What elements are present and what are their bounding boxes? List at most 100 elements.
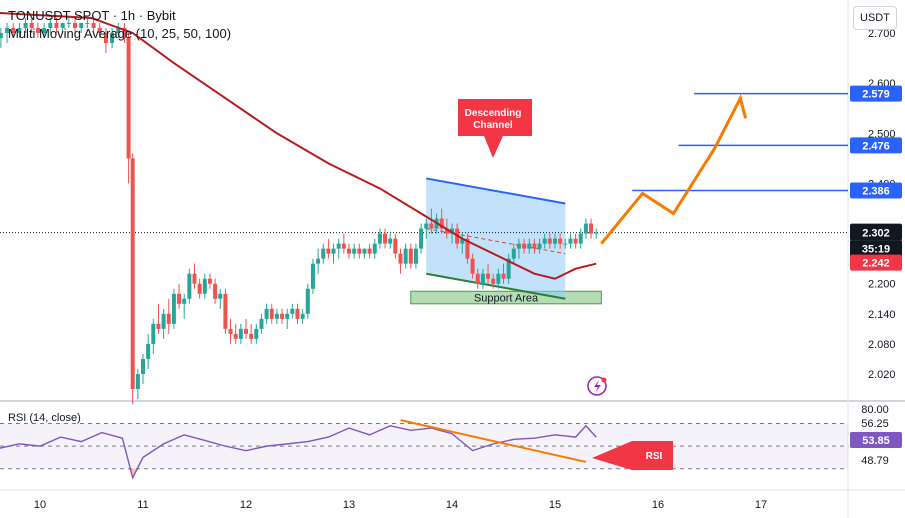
- candle-down: [192, 273, 197, 284]
- candle-up: [419, 228, 424, 249]
- candle-down: [103, 33, 108, 44]
- candle-up: [537, 243, 542, 249]
- candle-down: [558, 238, 563, 244]
- candle-down: [73, 22, 78, 28]
- candle-up: [85, 22, 90, 24]
- candle-down: [54, 22, 59, 28]
- candle-up: [511, 248, 516, 259]
- time-tick-label: 10: [34, 499, 46, 511]
- channel-callout-text: Descending: [465, 108, 522, 119]
- last-price-badge: [850, 223, 902, 241]
- countdown-badge: [850, 240, 902, 257]
- projection-path: [600, 93, 748, 245]
- candle-down: [522, 243, 527, 249]
- candle-up: [496, 273, 501, 284]
- candle-up: [450, 228, 454, 234]
- candle-up: [182, 298, 187, 304]
- candle-down: [122, 27, 127, 39]
- candle-down: [166, 313, 171, 324]
- candle-down: [29, 22, 34, 28]
- moving-average-line: [0, 12, 597, 280]
- price-tick-label: 2.700: [868, 28, 896, 40]
- candle-down: [501, 273, 506, 279]
- candle-up: [161, 313, 166, 329]
- rsi-callout-text: RSI: [646, 451, 663, 462]
- candle-down: [228, 328, 233, 334]
- channel-upper-line: [426, 177, 566, 205]
- time-tick-label: 13: [343, 499, 355, 511]
- candle-up: [218, 293, 223, 299]
- candle-up: [310, 263, 315, 289]
- candle-down: [408, 248, 413, 264]
- candle-down: [475, 273, 480, 284]
- candle-up: [336, 243, 341, 249]
- candle-down: [207, 278, 212, 284]
- candle-down: [11, 27, 16, 33]
- candle-up: [305, 288, 310, 314]
- time-tick-label: 11: [137, 499, 148, 511]
- candle-down: [223, 293, 228, 329]
- rsi-current-badge: [850, 432, 902, 448]
- candle-up: [331, 248, 336, 254]
- price-tick-label: 2.200: [868, 279, 896, 291]
- candle-down: [573, 238, 578, 244]
- symbol-title[interactable]: TONUSDT SPOT · 1h · Bybit: [8, 8, 176, 23]
- rsi-tick-label: 56.25: [861, 418, 889, 430]
- candle-up: [506, 258, 511, 279]
- candle-up: [264, 308, 269, 319]
- candle-down: [213, 283, 218, 299]
- time-tick-label: 16: [652, 499, 664, 511]
- candle-down: [295, 308, 300, 319]
- candle-up: [413, 248, 418, 264]
- candle-down: [547, 238, 552, 244]
- candle-up: [48, 22, 53, 28]
- candle-up: [388, 238, 393, 244]
- candle-up: [542, 238, 547, 244]
- candle-up: [274, 313, 279, 319]
- candle-down: [491, 278, 496, 284]
- candle-down: [589, 223, 594, 234]
- time-tick-label: 14: [446, 499, 458, 511]
- candle-up: [238, 328, 243, 339]
- rsi-trendline: [400, 419, 587, 463]
- candle-down: [156, 323, 161, 329]
- ma-value-badge: [850, 254, 902, 271]
- candle-up: [60, 22, 65, 28]
- candle-down: [486, 273, 491, 279]
- candle-up: [23, 22, 28, 28]
- countdown-label: 35:19: [862, 244, 890, 256]
- candle-down: [197, 283, 202, 294]
- candle-up: [254, 328, 259, 339]
- candle-up: [0, 33, 3, 39]
- candle-down: [444, 228, 449, 234]
- rsi-tick-label: 48.79: [861, 455, 889, 467]
- candle-up: [377, 233, 382, 244]
- candle-up: [79, 22, 84, 28]
- candle-up: [563, 243, 568, 245]
- price-tick-label: 2.080: [868, 339, 896, 351]
- candle-down: [367, 248, 372, 254]
- channel-lower-line: [426, 272, 566, 300]
- candle-down: [244, 328, 248, 334]
- candle-down: [383, 233, 388, 244]
- price-tick-label: 2.500: [868, 128, 896, 140]
- candle-up: [42, 27, 47, 33]
- candle-down: [398, 253, 403, 264]
- candle-down: [177, 293, 182, 304]
- candle-up: [594, 232, 599, 234]
- candle-up: [424, 223, 429, 229]
- channel-fill: [426, 178, 566, 299]
- lightning-icon: [587, 376, 607, 396]
- candle-up: [403, 248, 408, 264]
- candle-up: [135, 374, 140, 390]
- indicator-title[interactable]: Multi Moving Average (10, 25, 50, 100): [8, 26, 232, 41]
- candle-up: [110, 33, 115, 44]
- target-level-label: 2.386: [862, 185, 890, 197]
- currency-button[interactable]: USDT: [853, 6, 897, 30]
- channel-mid-line: [426, 228, 566, 255]
- rsi-current-label: 53.85: [862, 435, 890, 447]
- candle-up: [578, 233, 583, 244]
- candle-up: [116, 27, 121, 33]
- candle-up: [583, 223, 588, 234]
